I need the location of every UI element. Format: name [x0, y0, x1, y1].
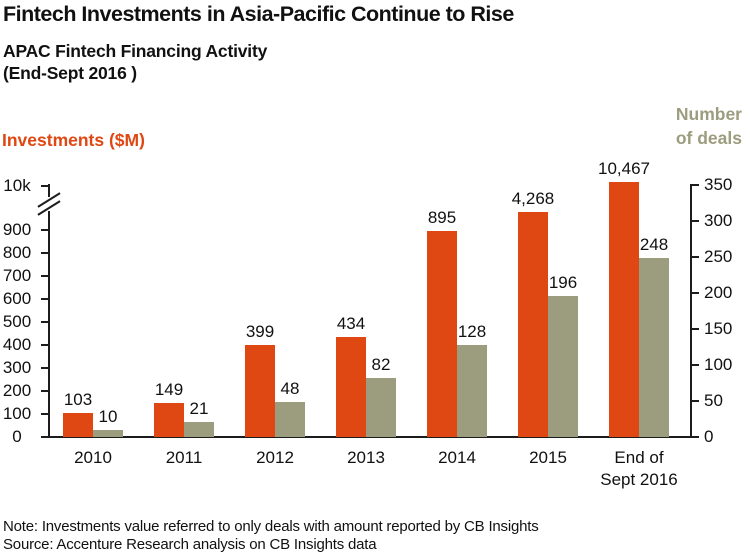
y-tick-right — [692, 328, 699, 330]
y-tick-label-left: 100 — [2, 404, 32, 423]
y-tick-right — [692, 184, 699, 186]
y-tick-label-right: 100 — [704, 355, 733, 374]
chart-subtitle-line1: APAC Fintech Financing Activity — [3, 41, 268, 61]
y-tick-label-right: 0 — [704, 427, 714, 446]
bar-deals — [366, 378, 396, 437]
chart-subtitle-line2: (End-Sept 2016 ) — [3, 63, 137, 83]
x-category-label: 2012 — [256, 448, 294, 467]
x-category-label: 2015 — [529, 448, 567, 467]
bar-investments — [427, 231, 457, 437]
y-tick-label-left: 800 — [2, 243, 32, 262]
y-tick-right — [692, 400, 699, 402]
bar-deals — [93, 430, 123, 437]
y-tick-left — [41, 252, 49, 254]
y-tick-label-left: 200 — [2, 381, 32, 400]
y-tick-left — [41, 185, 49, 187]
bar-investments — [609, 182, 639, 437]
bar-value-label: 128 — [457, 322, 487, 341]
y-tick-label-right: 350 — [704, 175, 733, 194]
y-tick-right — [692, 220, 699, 222]
source-text: Source: Accenture Research analysis on C… — [3, 536, 377, 553]
y-tick-label-left: 600 — [2, 289, 32, 308]
bar-value-label: 149 — [154, 380, 184, 399]
bar-value-label: 10,467 — [598, 159, 650, 178]
bar-value-label: 10 — [98, 407, 118, 426]
bar-value-label: 248 — [639, 235, 669, 254]
bar-value-label: 399 — [245, 322, 275, 341]
note-text: Note: Investments value referred to only… — [3, 518, 539, 535]
bar-value-label: 48 — [280, 379, 300, 398]
bar-investments — [63, 413, 93, 437]
bar-value-label: 434 — [336, 314, 366, 333]
bar-value-label: 103 — [63, 390, 93, 409]
y-tick-label-left: 900 — [2, 220, 32, 239]
y-tick-left — [41, 321, 49, 323]
y-tick-label-left: 0 — [12, 427, 22, 446]
x-category-label: 2014 — [438, 448, 476, 467]
x-category-label: Sept 2016 — [600, 470, 678, 489]
y-tick-left — [41, 229, 49, 231]
bar-value-label: 196 — [548, 273, 578, 292]
x-category-label: 2013 — [347, 448, 385, 467]
y-tick-left — [41, 275, 49, 277]
y-tick-label-right: 300 — [704, 211, 733, 230]
bar-value-label: 4,268 — [511, 189, 555, 208]
y-tick-right — [692, 292, 699, 294]
bar-investments — [518, 212, 548, 437]
bar-deals — [184, 422, 214, 437]
y-tick-label-left: 300 — [2, 358, 32, 377]
bar-value-label: 895 — [427, 208, 457, 227]
y-tick-left — [41, 344, 49, 346]
y-tick-label-left: 400 — [2, 335, 32, 354]
y-tick-left — [41, 413, 49, 415]
x-category-label: 2010 — [74, 448, 112, 467]
y-tick-label-right: 150 — [704, 319, 733, 338]
y-tick-label-right: 250 — [704, 247, 733, 266]
y-tick-left — [41, 367, 49, 369]
y-tick-left — [41, 298, 49, 300]
y-tick-label-left: 500 — [2, 312, 32, 331]
x-category-label: 2011 — [165, 448, 203, 467]
right-axis-title-line1: Number — [675, 104, 742, 124]
y-tick-label-right: 200 — [704, 283, 733, 302]
x-axis — [48, 436, 692, 438]
y-tick-left — [41, 390, 49, 392]
y-tick-right — [692, 436, 699, 438]
right-axis-title-line2: of deals — [675, 128, 742, 148]
chart-title: Fintech Investments in Asia-Pacific Cont… — [3, 2, 514, 26]
left-axis-title: Investments ($M) — [2, 130, 145, 150]
bar-value-label: 21 — [189, 399, 209, 418]
bar-deals — [275, 402, 305, 437]
y-tick-label-left: 700 — [2, 266, 32, 285]
bar-deals — [548, 296, 578, 437]
bar-investments — [336, 337, 366, 437]
bar-value-label: 82 — [371, 355, 391, 374]
bar-deals — [457, 345, 487, 437]
bar-deals — [639, 258, 669, 437]
x-category-label: End of — [614, 448, 664, 467]
y-tick-left — [41, 436, 49, 438]
y-axis-left — [48, 184, 50, 438]
y-tick-right — [692, 364, 699, 366]
y-axis-right — [690, 184, 692, 438]
bar-investments — [154, 403, 184, 437]
right-axis-title: Number of deals — [600, 102, 742, 150]
y-tick-label-left: 10k — [3, 176, 31, 195]
y-tick-label-right: 50 — [704, 391, 723, 410]
bar-investments — [245, 345, 275, 437]
y-tick-right — [692, 256, 699, 258]
